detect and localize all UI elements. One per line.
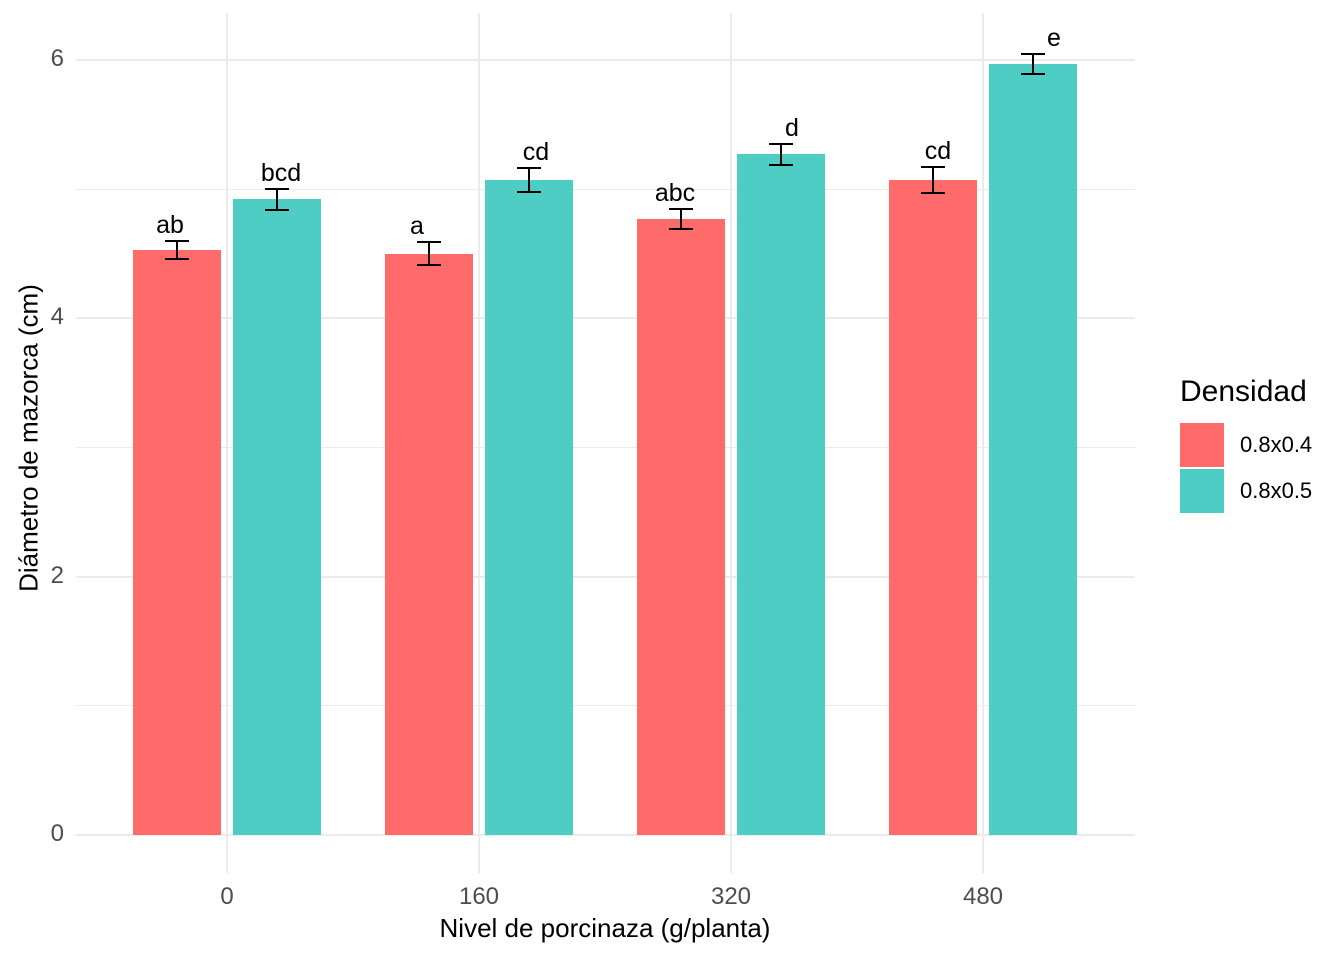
plot-panel: ab a abc cd bcd cd d e: [76, 13, 1135, 873]
y-tick-label: 4: [50, 303, 64, 331]
legend: Densidad 0.8x0.4 0.8x0.5: [1180, 377, 1312, 515]
legend-label-0.8x0.4: 0.8x0.4: [1240, 432, 1313, 457]
legend-swatch-0.8x0.5: [1180, 469, 1224, 513]
error-bar-cap-bottom: [265, 208, 289, 211]
y-major-gridline: [76, 834, 1135, 836]
error-bar-stem: [528, 168, 530, 192]
significance-letter: abc: [654, 178, 696, 207]
error-bar-stem: [1032, 53, 1034, 75]
legend-item-density-2: 0.8x0.5: [1180, 469, 1312, 513]
error-bar-cap-top: [1021, 52, 1045, 55]
error-bar-cap-top: [417, 241, 441, 244]
bar-0.8x0.5-x0: [233, 199, 321, 835]
significance-letter: a: [410, 212, 424, 241]
y-tick-label: 0: [50, 820, 64, 847]
significance-letter: bcd: [260, 159, 302, 188]
legend-title: Densidad: [1180, 375, 1307, 408]
error-bar-cap-top: [669, 207, 693, 210]
error-bar-cap-bottom: [921, 192, 945, 195]
x-gridline: [478, 13, 480, 873]
significance-letter: cd: [522, 138, 550, 167]
x-tick-label: 320: [710, 883, 752, 910]
error-bar-cap-bottom: [769, 163, 793, 166]
bar-0.8x0.4-x480: [889, 180, 977, 835]
y-major-gridline: [76, 317, 1135, 320]
legend-item-density-1: 0.8x0.4: [1180, 423, 1312, 467]
y-minor-gridline: [76, 188, 1135, 190]
error-bar-cap-bottom: [1021, 73, 1045, 76]
x-gridline: [982, 13, 984, 873]
bar-0.8x0.4-x0: [133, 249, 221, 835]
error-bar-stem: [780, 143, 782, 165]
x-gridline: [730, 13, 732, 873]
x-tick-label: 160: [458, 883, 500, 910]
bar-0.8x0.5-x160: [485, 180, 573, 835]
y-minor-gridline: [76, 705, 1135, 707]
bar-0.8x0.5-x320: [737, 154, 825, 835]
y-major-gridline: [76, 575, 1135, 578]
y-axis-title: Diámetro de mazorca (cm): [13, 284, 44, 592]
error-bar-stem: [680, 208, 682, 230]
legend-swatch-0.8x0.4: [1180, 423, 1224, 467]
significance-letter: e: [1047, 23, 1061, 52]
error-bar-cap-bottom: [669, 228, 693, 231]
error-bar-stem: [932, 167, 934, 194]
error-bar-cap-top: [517, 167, 541, 170]
x-gridline: [226, 13, 228, 873]
significance-letter: d: [785, 113, 799, 142]
bar-0.8x0.4-x160: [385, 253, 473, 835]
legend-label-0.8x0.5: 0.8x0.5: [1240, 478, 1313, 503]
error-bar-cap-bottom: [417, 264, 441, 267]
y-major-gridline: [76, 58, 1135, 61]
error-bar-cap-top: [921, 166, 945, 169]
error-bar-cap-bottom: [165, 257, 189, 260]
error-bar-stem: [176, 240, 178, 259]
error-bar-stem: [428, 242, 430, 266]
error-bar-cap-top: [165, 239, 189, 242]
y-minor-gridline: [76, 446, 1135, 448]
error-bar-cap-top: [769, 142, 793, 145]
significance-letter: ab: [156, 210, 184, 239]
error-bar-cap-top: [265, 188, 289, 191]
significance-letter: cd: [924, 137, 952, 166]
x-tick-label: 480: [962, 883, 1004, 910]
x-axis-title: Nivel de porcinaza (g/planta): [439, 913, 771, 943]
y-tick-label: 6: [50, 44, 64, 72]
bar-0.8x0.5-x480: [989, 63, 1077, 835]
x-tick-label: 0: [220, 883, 234, 910]
bar-0.8x0.4-x320: [637, 218, 725, 835]
y-tick-label: 2: [50, 561, 64, 589]
error-bar-stem: [276, 189, 278, 210]
error-bar-cap-bottom: [517, 190, 541, 193]
